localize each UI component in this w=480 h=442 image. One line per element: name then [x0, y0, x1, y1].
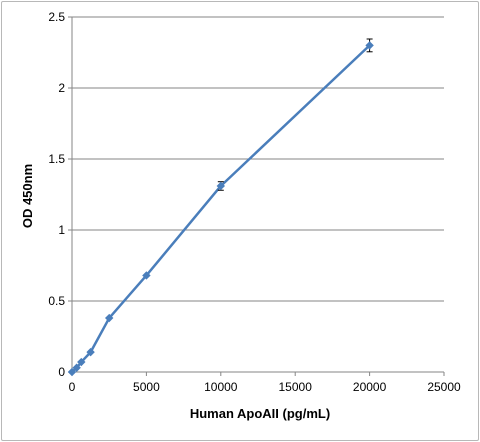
series-line: [71, 44, 371, 373]
x-tick-label: 10000: [204, 380, 238, 394]
y-tick-label: 2: [58, 81, 65, 95]
data-point: [86, 347, 95, 357]
data-point: [72, 363, 81, 372]
data-point: [67, 367, 77, 377]
y-tick-label: 0: [58, 365, 65, 379]
data-point: [77, 357, 86, 367]
x-tick-label: 5000: [133, 380, 160, 394]
y-tick-label: 1.5: [48, 152, 65, 166]
y-tick-label: 2.5: [48, 10, 65, 24]
x-tick-label: 25000: [427, 380, 461, 394]
data-point: [142, 271, 151, 280]
x-tick-labels: 0 5000 10000 15000 20000 25000: [69, 380, 461, 394]
x-tick-label: 15000: [279, 380, 313, 394]
y-axis-label: OD 450nm: [20, 164, 35, 228]
y-tick-labels: 0 0.5 1 1.5 2 2.5: [48, 10, 65, 379]
y-tick-label: 1: [58, 223, 65, 237]
axes: [68, 16, 445, 376]
data-point: [365, 41, 374, 50]
x-tick-label: 20000: [353, 380, 387, 394]
x-axis-label: Human ApoAII (pg/mL): [190, 406, 330, 421]
gridlines: [72, 16, 444, 302]
y-tick-label: 0.5: [48, 294, 65, 308]
data-point: [104, 313, 114, 323]
series-group: [67, 38, 374, 377]
x-tick-label: 0: [69, 380, 76, 394]
data-point: [216, 181, 226, 191]
